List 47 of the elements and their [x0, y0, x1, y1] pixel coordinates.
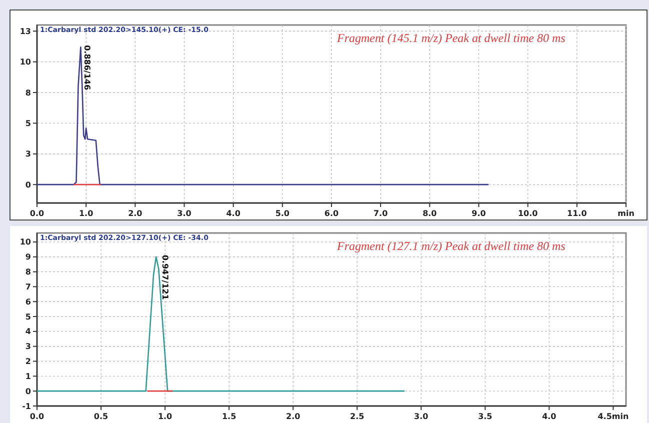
x-tick-label: min — [618, 209, 635, 218]
annotation: 0.947/121 — [160, 254, 170, 300]
y-tick-label: 5 — [25, 119, 32, 128]
y-tick-label: 8 — [25, 88, 32, 98]
x-tick-label: 6.0 — [324, 209, 340, 218]
y-tick-label: 1 — [25, 372, 32, 381]
x-tick-label: 4.0 — [542, 412, 557, 421]
x-tick-label: 0.0 — [30, 209, 45, 218]
line-series — [36, 46, 490, 186]
y-tick-label: 2 — [25, 357, 31, 366]
annotation: 0.886/146 — [82, 45, 92, 90]
x-tick-label: 8.0 — [422, 209, 438, 218]
y-tick-label: 0 — [25, 180, 32, 190]
y-tick-label: 4 — [25, 327, 32, 336]
y-tick-label: 10 — [20, 58, 32, 67]
annotation: Fragment (127.1 m/z) Peak at dwell time 80 ms — [336, 239, 566, 253]
x-tick-label: 1.0 — [158, 412, 173, 421]
x-tick-label: 1.0 — [78, 209, 94, 218]
x-tick-label: 11.0 — [567, 209, 588, 218]
x-tick-label: 4.0 — [226, 209, 241, 218]
line-series — [36, 256, 406, 392]
annotation: Fragment (145.1 m/z) Peak at dwell time 80 ms — [336, 31, 566, 45]
x-tick-label: 0.5 — [94, 412, 109, 421]
y-tick-label: -1 — [22, 402, 32, 411]
y-tick-label: 9 — [25, 252, 32, 262]
x-tick-label: 2.0 — [128, 209, 143, 218]
x-tick-label: 10.0 — [518, 209, 538, 218]
y-tick-label: 5 — [25, 312, 32, 322]
y-tick-label: 13 — [20, 26, 31, 36]
x-tick-label: 5.0 — [275, 209, 290, 218]
x-tick-label: 3.0 — [414, 412, 429, 421]
y-tick-label: 7 — [25, 282, 31, 292]
x-tick-label: 2.5 — [350, 412, 365, 421]
y-tick-label: 3 — [25, 150, 31, 159]
x-tick-label: 2.0 — [286, 412, 301, 421]
y-tick-label: 10 — [20, 238, 32, 247]
x-tick-label: 9.0 — [472, 209, 486, 218]
x-tick-label: 7.0 — [373, 209, 388, 218]
y-tick-label: 6 — [25, 297, 32, 306]
x-tick-label: 4.5min — [598, 412, 629, 421]
x-tick-label: 1.5 — [222, 412, 237, 421]
x-tick-label: 3.5 — [478, 412, 493, 421]
y-tick-label: 8 — [25, 268, 32, 277]
y-tick-label: 3 — [25, 342, 31, 352]
x-tick-label: 0.0 — [30, 412, 45, 421]
x-tick-label: 3.0 — [177, 209, 192, 218]
y-tick-label: 0 — [25, 386, 32, 396]
